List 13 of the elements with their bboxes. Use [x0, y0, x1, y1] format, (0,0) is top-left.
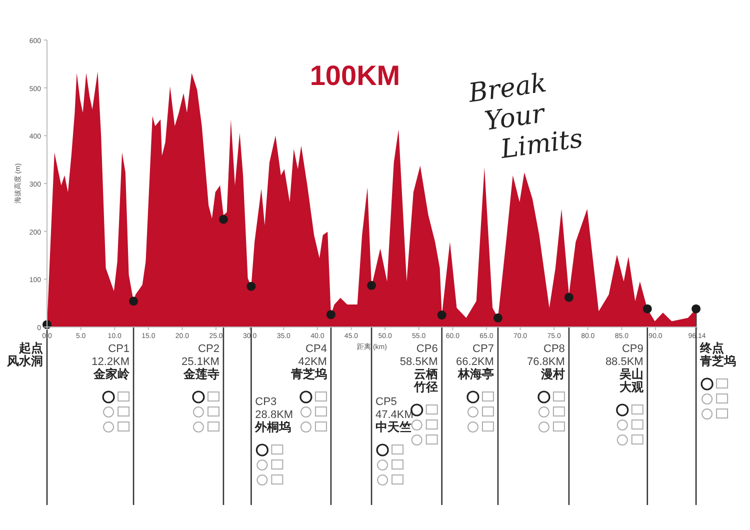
- annotation: CP6 58.5KM 云栖竹径: [400, 343, 438, 394]
- annotation: CP3 28.8KM 外桐坞: [254, 396, 294, 434]
- annotation: CP7 66.2KM 林海亭: [456, 343, 494, 381]
- annotation: 起点风水洞: [6, 341, 43, 368]
- annotation: CP2 25.1KM 金莲寺: [182, 343, 220, 381]
- text: 100KM: [310, 60, 400, 91]
- annotation: 终点青芝坞: [699, 341, 736, 368]
- annotation: Break Your Limits: [466, 68, 585, 166]
- annotation: CP8 76.8KM 漫村: [527, 343, 565, 381]
- annotation: CP5 47.4KM 中天竺: [376, 396, 414, 434]
- annotation: CP4 42KM 青芝坞: [290, 343, 327, 381]
- annotation: CP1 12.2KM 金家岭: [92, 343, 131, 381]
- annotation: CP9 88.5KM 吴山大观: [605, 343, 644, 394]
